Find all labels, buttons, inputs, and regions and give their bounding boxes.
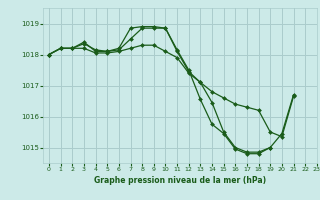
X-axis label: Graphe pression niveau de la mer (hPa): Graphe pression niveau de la mer (hPa) — [94, 176, 266, 185]
